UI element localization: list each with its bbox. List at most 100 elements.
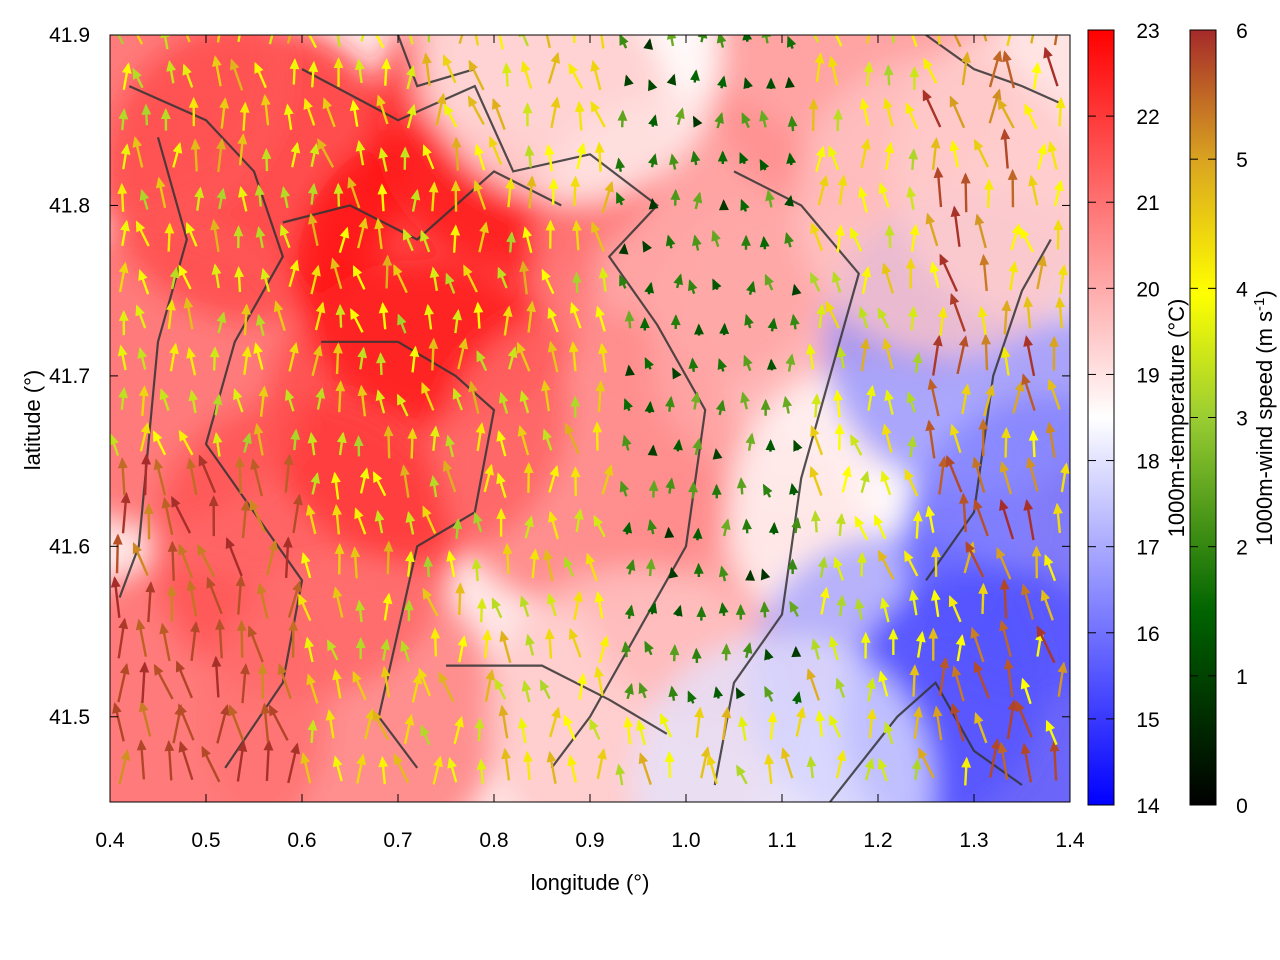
wind-arrow-184 xyxy=(696,605,707,621)
wind-arrow-187 xyxy=(759,601,770,618)
wind-arrow-275 xyxy=(958,492,969,533)
wind-arrow-249 xyxy=(332,503,342,535)
wind-arrow-117 xyxy=(1003,658,1014,698)
contour-line-7 xyxy=(925,238,1052,582)
wind-arrow-114 xyxy=(938,656,950,696)
wind-arrow-329 xyxy=(336,431,347,456)
wind-arrow-483 xyxy=(178,264,192,290)
wind-arrow-195 xyxy=(948,595,962,623)
wind-arrow-553 xyxy=(909,223,920,252)
wind-arrow-438 xyxy=(1023,335,1036,377)
wind-arrow-254 xyxy=(452,517,463,539)
wind-arrow-736 xyxy=(498,35,504,50)
wind-arrow-314 xyxy=(938,455,949,495)
wind-arrow-331 xyxy=(383,425,394,459)
wind-arrow-46 xyxy=(260,702,271,742)
wind-arrow-638 xyxy=(1037,142,1048,170)
wind-arrow-139 xyxy=(568,627,582,658)
temperature-heatmap xyxy=(110,35,1070,802)
wind-arrow-301 xyxy=(619,480,630,497)
wind-arrow-565 xyxy=(238,185,248,212)
wind-arrow-415 xyxy=(476,350,488,372)
wind-arrow-302 xyxy=(648,479,659,498)
wind-arrow-292 xyxy=(400,464,410,498)
wind-arrow-198 xyxy=(1020,583,1035,620)
wind-arrow-576 xyxy=(505,177,516,208)
wind-arrow-175 xyxy=(476,597,487,623)
contour-line-2 xyxy=(301,68,707,769)
wind-arrow-488 xyxy=(310,264,321,295)
wind-arrow-79 xyxy=(1045,719,1058,746)
wind-arrow-743 xyxy=(666,35,677,47)
wind-arrow-2 xyxy=(164,739,175,781)
wind-arrow-460 xyxy=(595,305,606,332)
wind-arrow-751 xyxy=(866,35,871,44)
wind-arrow-545 xyxy=(711,229,721,248)
wind-arrow-403 xyxy=(186,346,197,376)
wind-arrow-137 xyxy=(525,633,535,656)
wind-arrow-447 xyxy=(273,300,286,332)
wind-arrow-375 xyxy=(468,380,480,414)
wind-arrow-566 xyxy=(254,184,265,207)
wind-arrow-267 xyxy=(768,521,779,535)
wind-arrow-300 xyxy=(601,464,614,495)
wind-arrow-709 xyxy=(814,52,825,83)
wind-arrow-141 xyxy=(621,641,632,658)
wind-arrow-332 xyxy=(407,427,418,459)
wind-arrow-65 xyxy=(721,706,732,741)
wind-arrow-52 xyxy=(403,713,415,745)
wind-arrow-416 xyxy=(507,346,518,370)
wind-arrow-748 xyxy=(786,35,797,50)
wind-arrow-508 xyxy=(791,283,802,296)
wind-arrow-645 xyxy=(239,101,250,131)
wind-arrow-145 xyxy=(721,643,732,661)
wind-arrow-526 xyxy=(255,225,266,249)
wind-arrow-500 xyxy=(598,266,609,292)
wind-arrow-142 xyxy=(644,640,654,656)
wind-arrow-522 xyxy=(164,222,175,252)
wind-arrow-698 xyxy=(547,51,560,84)
wind-arrow-552 xyxy=(884,224,895,248)
wind-arrow-517 xyxy=(1008,260,1019,291)
wind-arrow-41 xyxy=(138,700,152,737)
wind-arrow-226 xyxy=(745,569,756,581)
wind-arrow-193 xyxy=(909,589,919,616)
wind-arrow-648 xyxy=(303,97,316,126)
wind-arrow-478 xyxy=(1023,296,1034,329)
wind-arrow-579 xyxy=(570,175,581,206)
wind-arrow-607 xyxy=(290,141,301,168)
wind-arrow-270 xyxy=(835,512,846,536)
wind-arrow-283 xyxy=(186,457,198,496)
wind-arrow-345 xyxy=(712,447,723,460)
wind-arrow-105 xyxy=(713,686,724,699)
y-tick-label: 41.5 xyxy=(49,706,90,729)
wind-arrow-21 xyxy=(615,763,626,786)
wind-arrow-180 xyxy=(594,590,605,619)
wind-arrow-424 xyxy=(688,357,699,372)
wind-arrow-436 xyxy=(981,333,991,371)
wind-arrow-320 xyxy=(110,433,120,456)
y-axis-ticks: 41.5 41.6 41.7 41.8 41.9 xyxy=(49,24,1070,729)
wind-arrow-481 xyxy=(138,269,150,295)
wind-arrow-422 xyxy=(644,356,654,370)
wind-arrow-497 xyxy=(519,260,530,295)
colorbar-tick-label: 6 xyxy=(1236,20,1248,43)
wind-arrow-116 xyxy=(973,661,990,699)
wind-arrow-442 xyxy=(166,299,176,330)
wind-arrow-3 xyxy=(178,740,194,781)
wind-arrow-138 xyxy=(544,628,555,659)
x-tick-label: 1.1 xyxy=(767,829,796,852)
wind-arrow-6 xyxy=(263,739,274,781)
wind-arrow-629 xyxy=(815,145,826,172)
wind-arrow-68 xyxy=(795,706,806,737)
wind-arrow-250 xyxy=(354,507,367,535)
wind-arrow-590 xyxy=(837,174,848,205)
wind-arrow-37 xyxy=(997,741,1009,780)
wind-arrow-673 xyxy=(905,102,919,130)
wind-arrow-549 xyxy=(810,222,824,252)
wind-arrow-417 xyxy=(516,341,531,372)
wind-arrow-176 xyxy=(491,597,503,619)
wind-arrow-542 xyxy=(642,240,653,253)
wind-arrow-703 xyxy=(666,73,677,86)
wind-arrow-675 xyxy=(949,95,966,129)
